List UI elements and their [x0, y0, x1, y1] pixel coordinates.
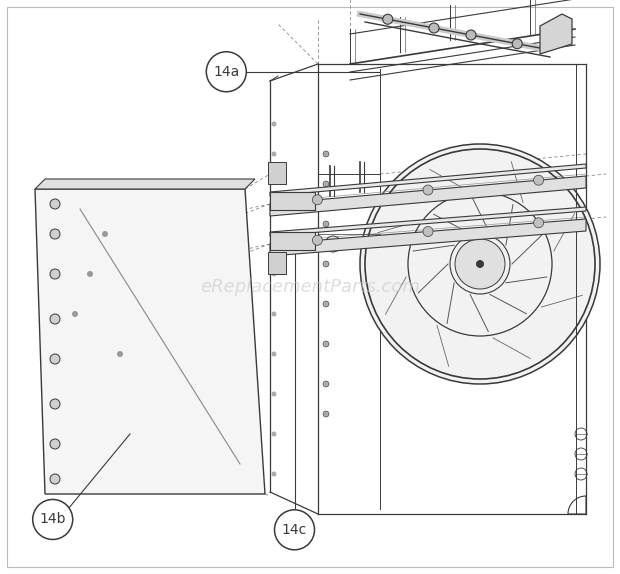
- Circle shape: [383, 14, 392, 24]
- Circle shape: [534, 218, 544, 228]
- Circle shape: [323, 221, 329, 227]
- Circle shape: [272, 122, 277, 126]
- Circle shape: [272, 152, 277, 157]
- Circle shape: [50, 199, 60, 209]
- Circle shape: [72, 311, 78, 317]
- Circle shape: [102, 231, 108, 237]
- Circle shape: [455, 239, 505, 289]
- Circle shape: [206, 52, 246, 92]
- Circle shape: [423, 227, 433, 236]
- Circle shape: [312, 195, 322, 205]
- Circle shape: [272, 471, 277, 476]
- Polygon shape: [270, 176, 586, 216]
- Polygon shape: [270, 219, 586, 256]
- Circle shape: [323, 301, 329, 307]
- Circle shape: [50, 439, 60, 449]
- Circle shape: [323, 261, 329, 267]
- Circle shape: [323, 381, 329, 387]
- Circle shape: [312, 235, 322, 245]
- Text: eReplacementParts.com: eReplacementParts.com: [200, 278, 420, 296]
- Circle shape: [272, 351, 277, 356]
- Bar: [268, 252, 286, 274]
- Circle shape: [466, 30, 476, 40]
- Circle shape: [476, 260, 484, 268]
- Circle shape: [87, 271, 93, 277]
- Text: 14c: 14c: [282, 523, 307, 537]
- Bar: [268, 162, 286, 184]
- Polygon shape: [270, 232, 315, 250]
- Circle shape: [423, 185, 433, 195]
- Circle shape: [50, 354, 60, 364]
- Circle shape: [50, 229, 60, 239]
- Circle shape: [325, 236, 341, 252]
- Polygon shape: [35, 179, 255, 189]
- Polygon shape: [270, 164, 586, 196]
- Circle shape: [272, 231, 277, 236]
- Circle shape: [323, 181, 329, 187]
- Circle shape: [323, 151, 329, 157]
- Circle shape: [33, 499, 73, 540]
- Polygon shape: [35, 189, 265, 494]
- Circle shape: [117, 351, 123, 357]
- Circle shape: [512, 39, 522, 49]
- Circle shape: [275, 510, 314, 550]
- Circle shape: [50, 399, 60, 409]
- Circle shape: [272, 432, 277, 436]
- Circle shape: [272, 272, 277, 277]
- Polygon shape: [270, 207, 586, 236]
- Circle shape: [360, 144, 600, 384]
- Polygon shape: [270, 192, 315, 210]
- Polygon shape: [540, 14, 572, 54]
- Circle shape: [50, 269, 60, 279]
- Circle shape: [429, 23, 439, 33]
- Circle shape: [272, 391, 277, 397]
- Circle shape: [272, 192, 277, 196]
- Circle shape: [323, 341, 329, 347]
- Circle shape: [272, 312, 277, 316]
- Circle shape: [323, 411, 329, 417]
- Circle shape: [534, 175, 544, 185]
- Circle shape: [50, 314, 60, 324]
- Text: 14b: 14b: [40, 513, 66, 526]
- Circle shape: [50, 474, 60, 484]
- Text: 14a: 14a: [213, 65, 239, 79]
